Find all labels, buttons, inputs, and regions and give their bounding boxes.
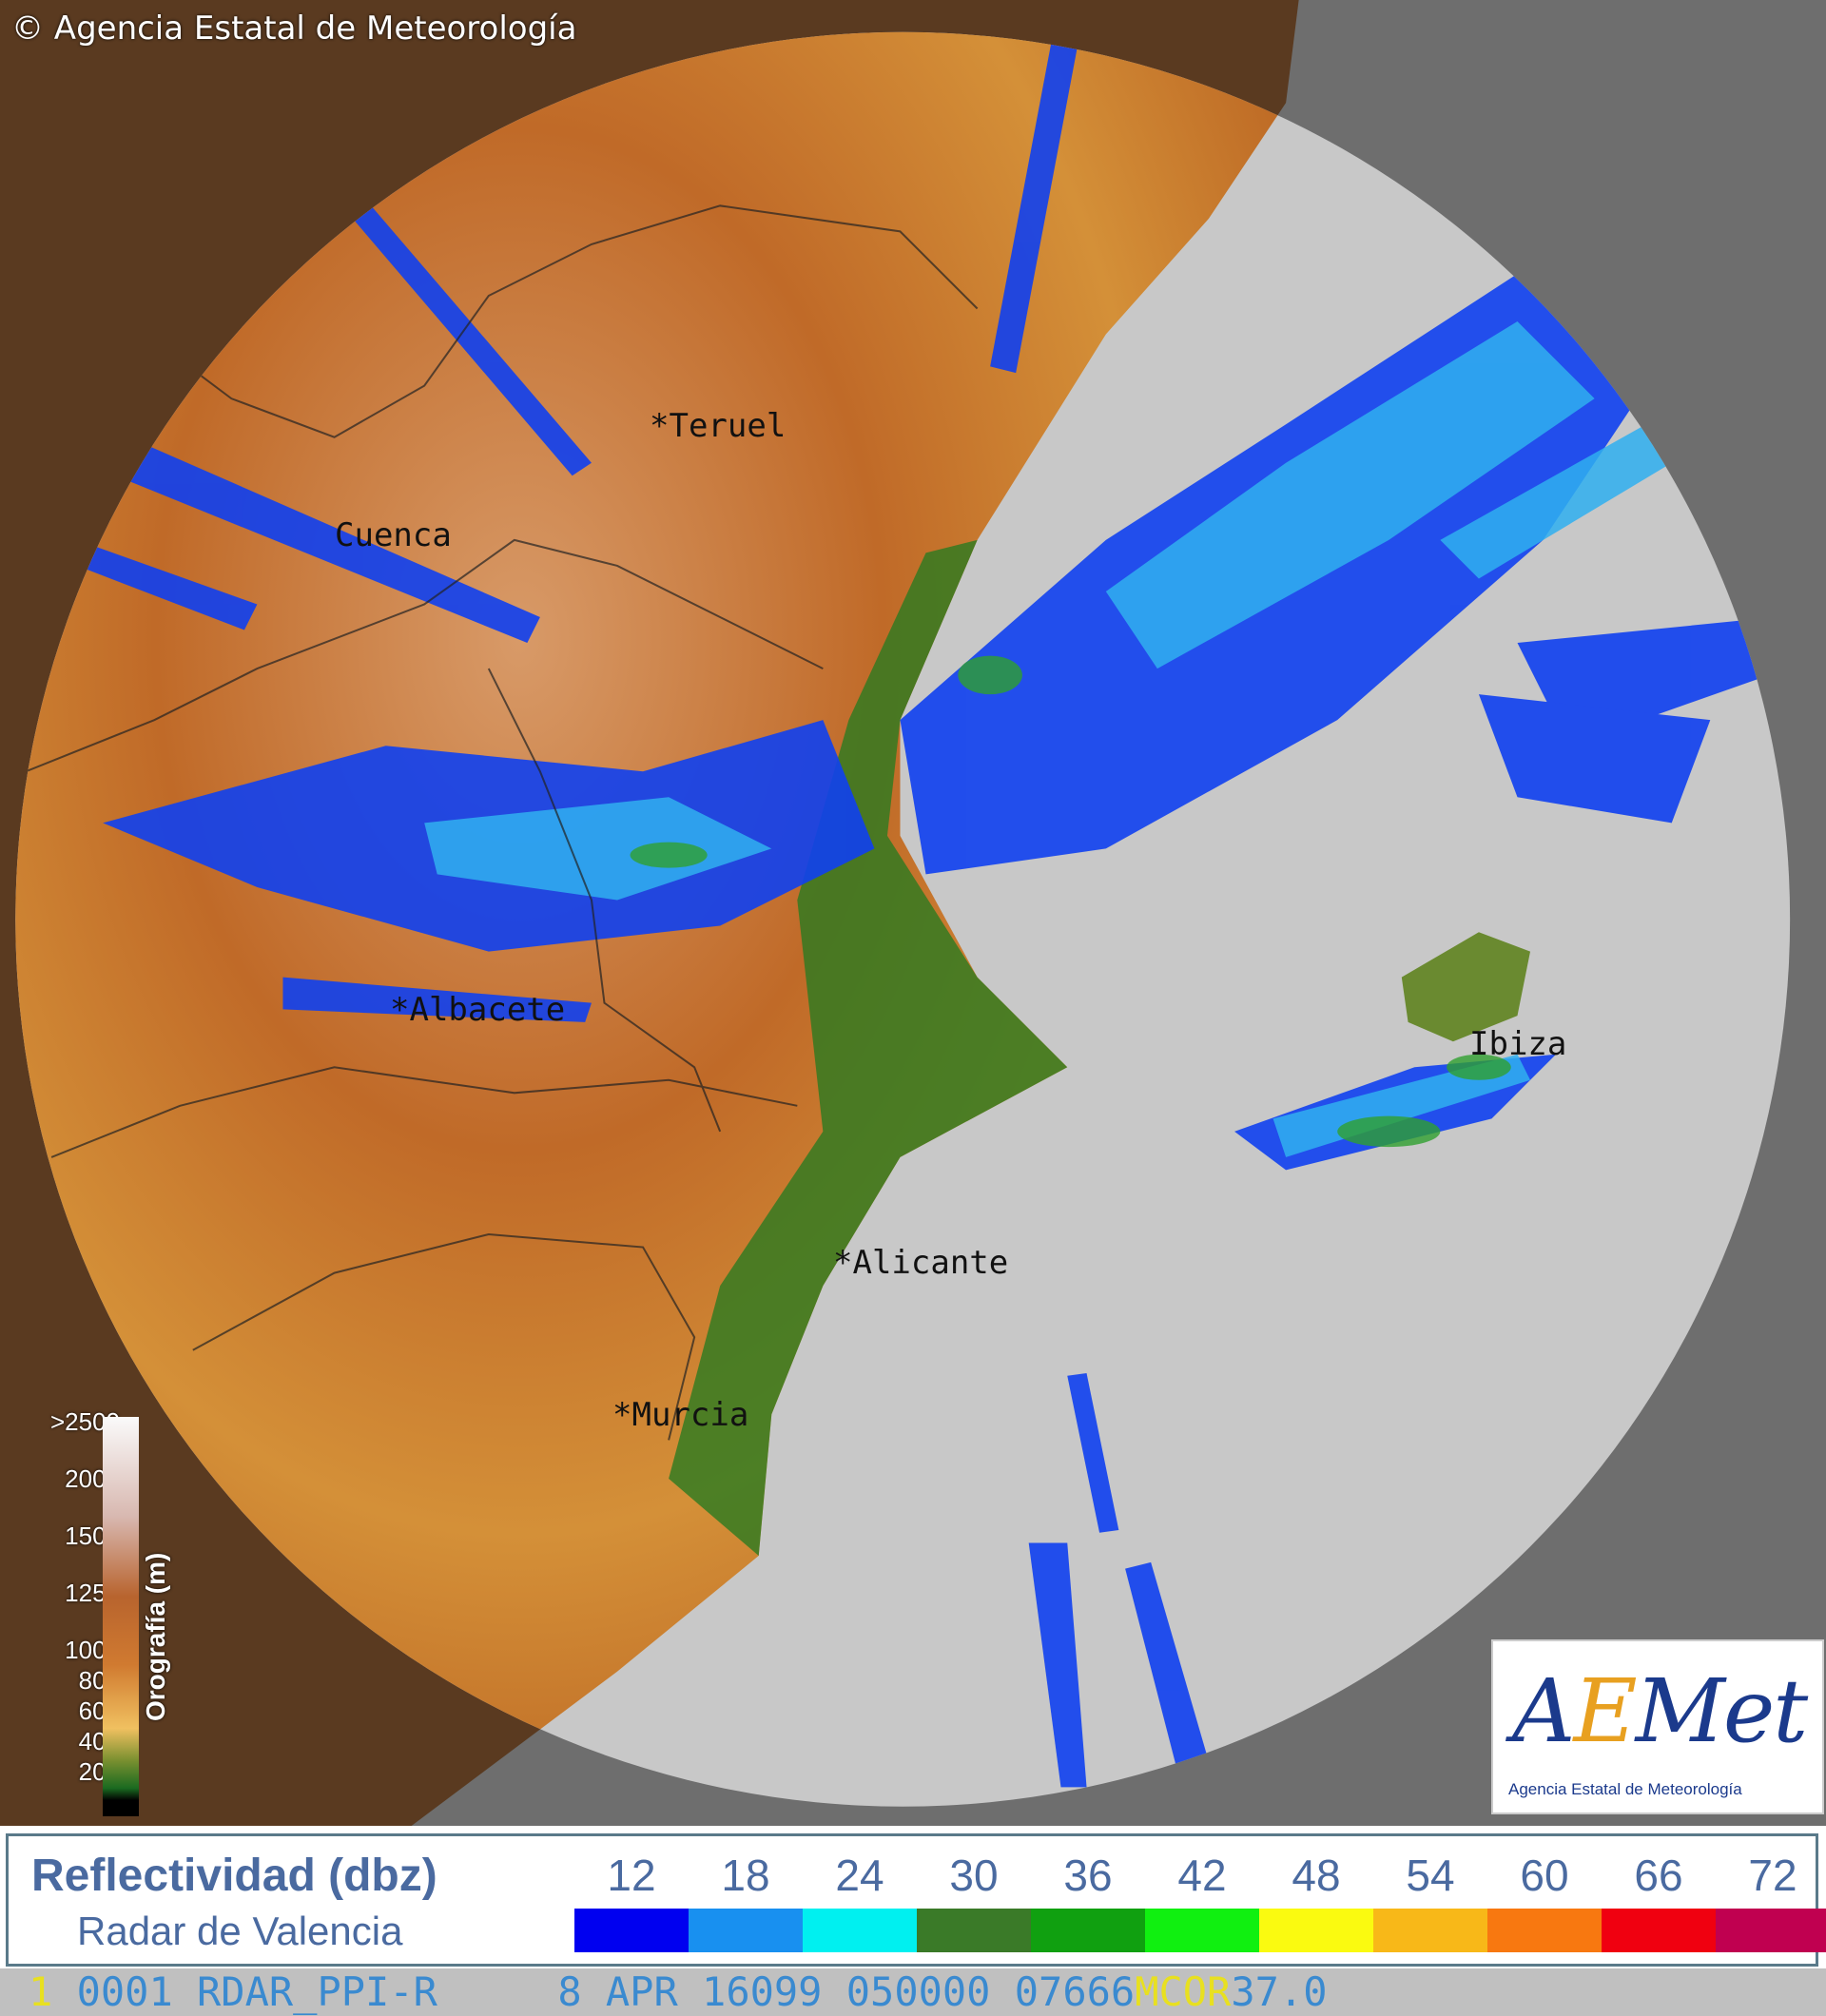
- radar-map: [0, 0, 1826, 1826]
- city-label-albacete: *Albacete: [390, 991, 566, 1029]
- legend-color-swatch: [1145, 1909, 1259, 1952]
- legend-tick: 18: [721, 1851, 770, 1900]
- logo-subtitle: Agencia Estatal de Meteorología: [1508, 1780, 1742, 1798]
- city-label-teruel: *Teruel: [650, 407, 787, 445]
- legend-tick: 48: [1292, 1851, 1341, 1900]
- aemet-logo: AEMet Agencia Estatal de Meteorología: [1491, 1639, 1824, 1814]
- city-label-ibiza: Ibiza: [1469, 1025, 1567, 1063]
- logo-mark: AEMet: [1512, 1660, 1808, 1762]
- legend-color-swatch: [1259, 1909, 1373, 1952]
- legend-color-swatch: [1716, 1909, 1826, 1952]
- legend-color-swatch: [574, 1909, 689, 1952]
- legend-tick: 72: [1748, 1851, 1797, 1900]
- legend-subtitle: Radar de Valencia: [77, 1909, 403, 1953]
- legend-tick: 30: [949, 1851, 999, 1900]
- legend-color-swatch: [1031, 1909, 1145, 1952]
- legend-tick: 66: [1634, 1851, 1683, 1900]
- status-overlay: MCOR: [1135, 1968, 1232, 2015]
- orography-legend: >2500 2000 1500 1250 1000 800 600 400 20…: [8, 1407, 179, 1826]
- city-label-alicante: *Alicante: [833, 1244, 1009, 1282]
- status-suffix: 37.0: [1231, 1968, 1328, 2015]
- legend-tick: 12: [607, 1851, 656, 1900]
- status-prefix: 1: [29, 1968, 53, 2015]
- legend-tick: 42: [1177, 1851, 1227, 1900]
- legend-color-swatch: [803, 1909, 917, 1952]
- legend-title: Reflectividad (dbz): [31, 1851, 437, 1901]
- legend-color-swatch: [1373, 1909, 1487, 1952]
- reflectivity-legend: Reflectividad (dbz) Radar de Valencia 12…: [6, 1833, 1826, 1967]
- copyright-text: © Agencia Estatal de Meteorología: [11, 10, 577, 48]
- legend-tick: 24: [835, 1851, 884, 1900]
- orography-color-bar: [103, 1417, 139, 1816]
- legend-tick: 60: [1520, 1851, 1569, 1900]
- city-label-cuenca: Cuenca: [335, 516, 452, 554]
- legend-tick: 36: [1063, 1851, 1113, 1900]
- orography-title: Orografía (m): [141, 1552, 170, 1721]
- legend-tick: 54: [1406, 1851, 1455, 1900]
- legend-color-swatch: [1602, 1909, 1716, 1952]
- legend-color-swatch: [917, 1909, 1031, 1952]
- city-label-murcia: *Murcia: [612, 1396, 749, 1434]
- status-bar: 1 0001 RDAR_PPI-R 8 APR 16099 050000 076…: [0, 1968, 1826, 2016]
- legend-color-swatch: [689, 1909, 803, 1952]
- legend-color-swatch: [1487, 1909, 1602, 1952]
- status-text: 0001 RDAR_PPI-R 8 APR 16099 050000 07666: [76, 1968, 1136, 2015]
